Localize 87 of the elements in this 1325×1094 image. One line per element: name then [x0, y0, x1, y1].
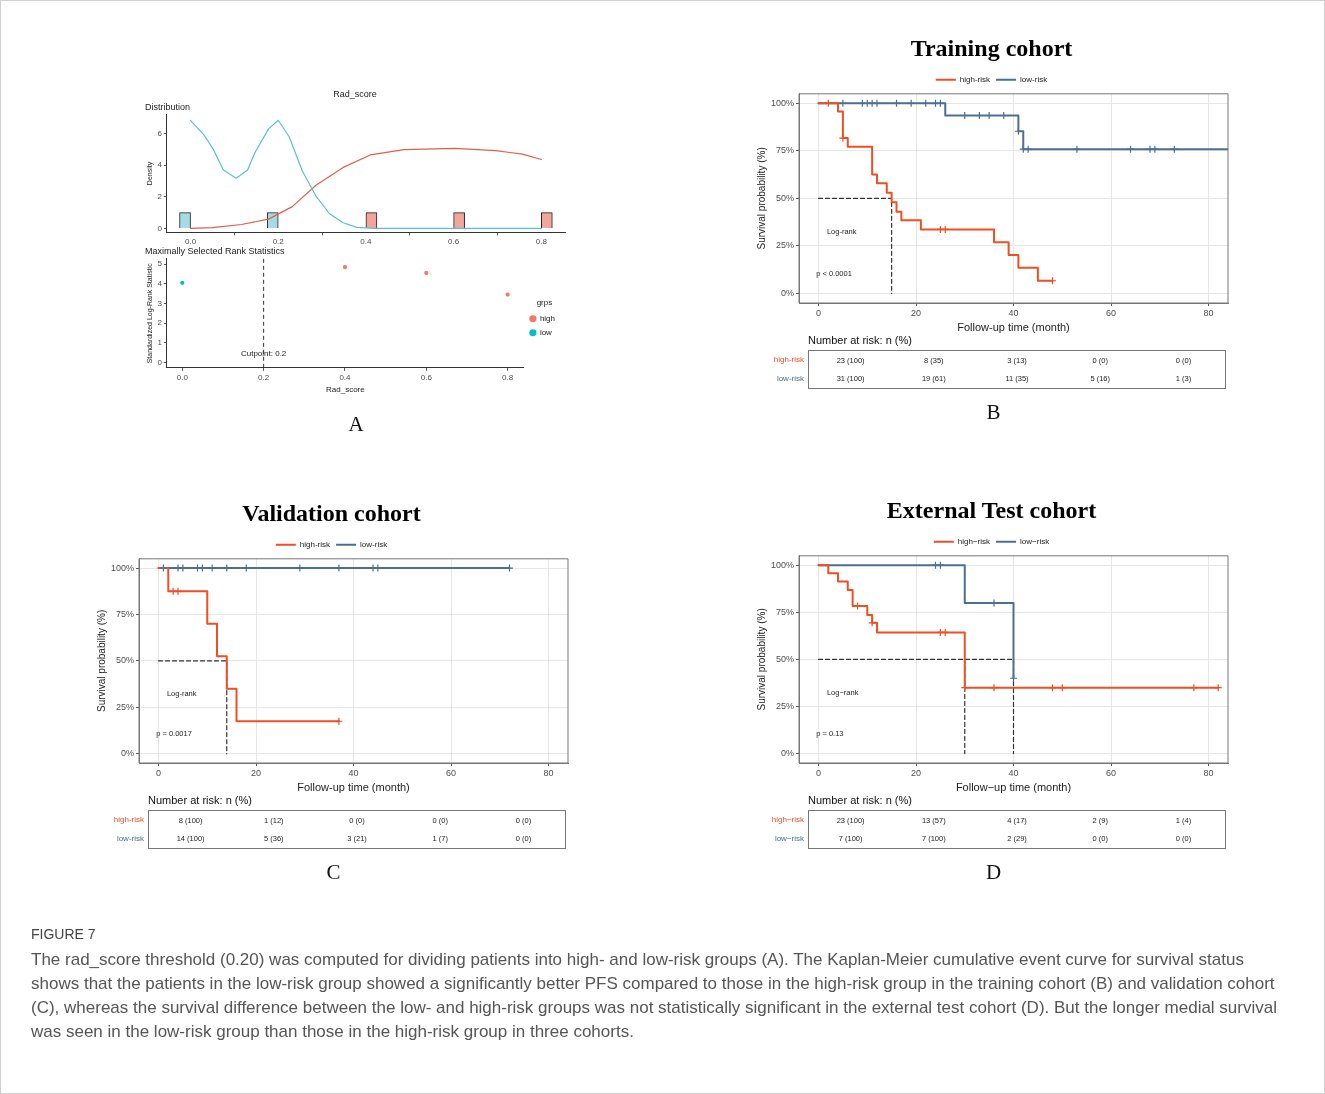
y-tick-label: 100% [770, 559, 795, 570]
y-tick-label: 25% [776, 240, 795, 251]
legend-label: high-risk [959, 75, 992, 84]
x-tick-label: 0.6 [420, 372, 433, 382]
x-tick-label: 80 [543, 767, 554, 778]
x-axis-title: Follow-up time (month) [957, 321, 1070, 334]
ref-line-label: Cutpoint: 0.2 [240, 349, 287, 358]
x-tick-label: 40 [1008, 767, 1019, 778]
y-axis-title: Survival probability (%) [755, 608, 767, 711]
category-label: low-risk [116, 834, 144, 843]
text: Number at risk: n (%) [148, 794, 253, 806]
y-tick-label: 4 [157, 278, 163, 288]
category-label: low−risk [774, 834, 804, 843]
legend-label: low-risk [360, 540, 389, 549]
y-tick-label: 50% [116, 655, 135, 666]
x-axis-title: Follow-up time (month) [297, 781, 410, 794]
x-tick-label: 60 [1106, 767, 1117, 778]
category-label: high-risk [113, 815, 144, 824]
x-tick-label: 0.0 [176, 372, 189, 382]
y-tick-label: 75% [116, 608, 135, 619]
text: Number at risk: n (%) [808, 334, 913, 346]
category-label: high−risk [771, 815, 804, 824]
x-tick-label: 80 [1203, 307, 1214, 318]
y-axis-title: Survival probability (%) [755, 147, 767, 250]
x-tick-label: 0.8 [502, 372, 514, 382]
x-tick-label: 40 [348, 767, 359, 778]
chart-title: External Test cohort [886, 496, 1097, 523]
chart-title: Training cohort [910, 34, 1073, 61]
y-tick-label: 3 [157, 298, 163, 308]
y-tick-label: 1 [157, 338, 163, 348]
x-tick-label: 40 [1008, 307, 1019, 318]
y-axis-title: Survival probability (%) [95, 609, 107, 713]
y-tick-label: 0% [781, 287, 795, 298]
x-axis-title: Follow−up time (month) [955, 781, 1072, 794]
y-tick-label: 6 [157, 128, 163, 138]
legend-label: high [539, 314, 555, 323]
x-axis-title: Rad_score [326, 385, 366, 395]
legend-label: low-risk [1020, 75, 1049, 84]
y-tick-label: 50% [776, 653, 795, 664]
x-tick-label: 80 [1203, 767, 1214, 778]
x-tick-label: 0.0 [184, 237, 197, 247]
text: The rad_score threshold (0.20) was computed for dividing patients into high- and low-risk groups (A). The Kaplan-Meier cumulative event curve for survival status shows that the patients in the low-risk group showed a significantly better PFS compared to those in the high-risk group in the training cohort (B) and validation cohort (C), whereas the survival difference between the low- and high-risk groups was not statistically significant in the external test cohort (D). But the longer medial survival was seen in the low-risk group than those in the high-risk group in three cohorts. [31, 949, 1278, 1043]
x-tick-label: 20 [251, 767, 262, 778]
y-tick-label: 0% [781, 748, 795, 759]
x-tick-label: 20 [911, 307, 922, 318]
x-tick-label: 0.2 [258, 372, 270, 382]
text: B [985, 400, 1002, 425]
x-tick-label: 0 [816, 767, 822, 778]
category-label: low-risk [776, 374, 804, 383]
chart-title: Validation cohort [242, 499, 421, 526]
x-tick-label: 0.6 [448, 237, 460, 247]
y-tick-label: 50% [776, 192, 795, 203]
legend-label: low−risk [1020, 537, 1051, 546]
text: C [325, 860, 342, 885]
text: FIGURE 7 [31, 926, 97, 942]
chart-subtitle: Distribution [145, 101, 191, 112]
y-tick-label: 4 [157, 160, 163, 170]
y-tick-label: 2 [157, 192, 163, 202]
x-tick-label: 60 [1106, 307, 1117, 318]
y-tick-label: 25% [116, 701, 135, 712]
x-tick-label: 0.4 [339, 372, 352, 382]
x-tick-label: 20 [911, 767, 922, 778]
y-tick-label: 75% [776, 145, 795, 156]
chart-title: Maximally Selected Rank Statistics [145, 245, 286, 256]
x-tick-label: 0.2 [272, 237, 285, 247]
chart-title: Rad_score [333, 88, 377, 99]
y-tick-label: 2 [157, 318, 163, 328]
y-tick-label: 25% [776, 700, 795, 711]
legend-label: high-risk [299, 540, 332, 549]
y-tick-label: 100% [770, 97, 795, 108]
x-tick-label: 0.4 [360, 237, 373, 247]
text: Number at risk: n (%) [808, 794, 913, 806]
y-tick-label: 5 [157, 259, 163, 269]
x-tick-label: 0.8 [535, 237, 548, 247]
y-tick-label: 0% [121, 748, 135, 759]
y-tick-label: 75% [776, 606, 795, 617]
category-label: high-risk [773, 355, 804, 364]
y-tick-label: 0 [157, 223, 163, 233]
text: A [347, 412, 365, 437]
y-tick-label: 100% [110, 562, 135, 573]
y-tick-label: 0 [157, 357, 163, 367]
x-tick-label: 0 [816, 307, 822, 318]
legend-label: high−risk [957, 537, 992, 546]
x-tick-label: 60 [446, 767, 457, 778]
text: D [984, 860, 1003, 885]
legend-label: low [539, 328, 553, 337]
legend-title: grps [536, 298, 553, 308]
